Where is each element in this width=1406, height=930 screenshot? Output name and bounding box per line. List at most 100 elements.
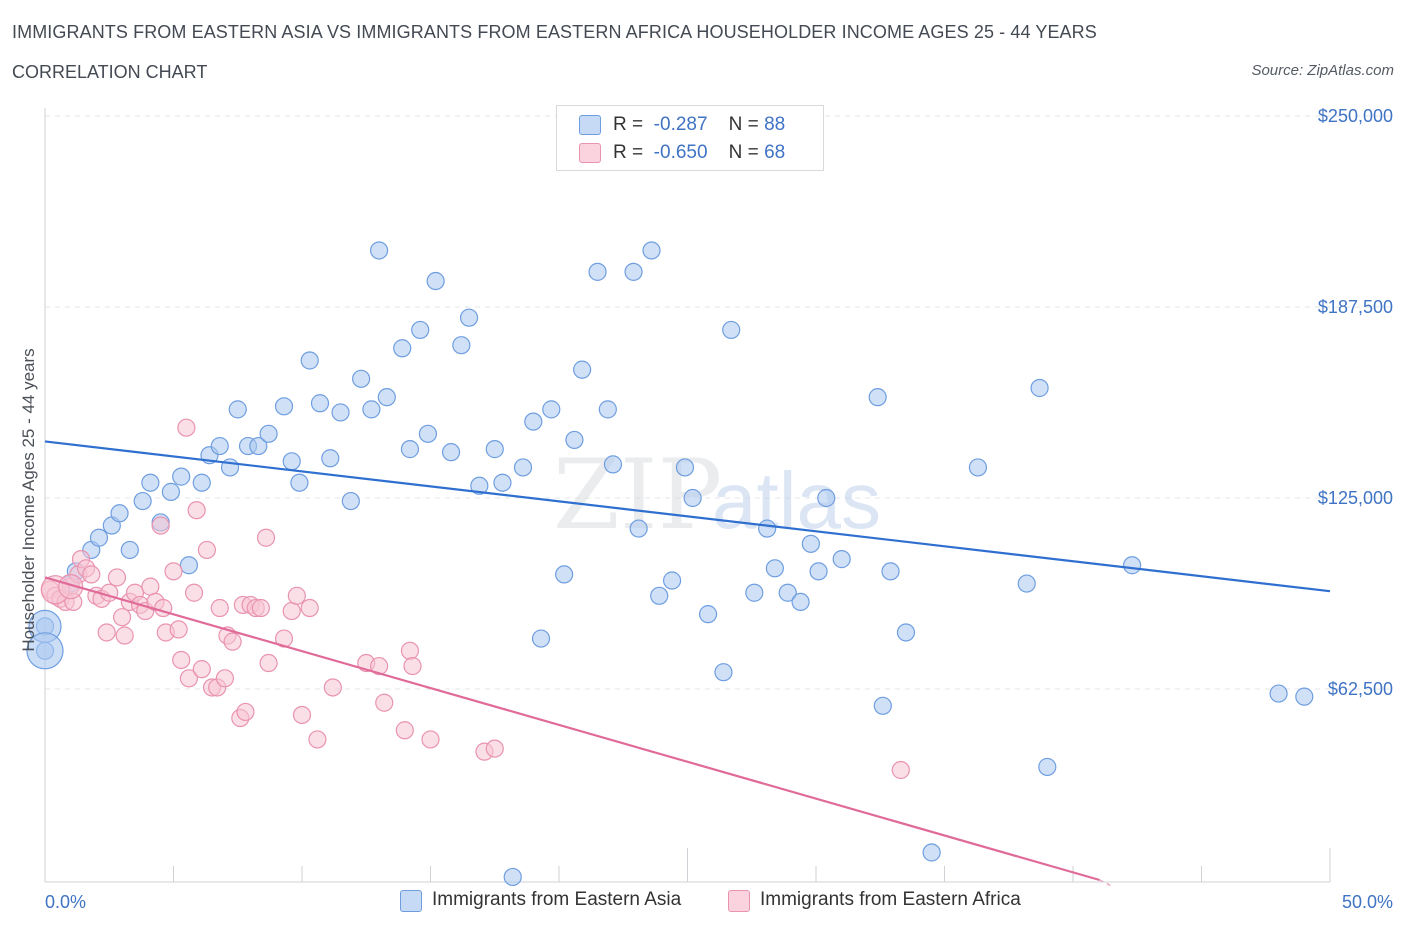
data-point — [555, 565, 574, 584]
data-point — [873, 696, 892, 715]
data-point — [290, 473, 309, 492]
data-point — [274, 397, 294, 416]
data-point — [573, 360, 592, 379]
data-point — [1295, 687, 1314, 706]
data-point — [310, 394, 330, 413]
data-point — [565, 430, 584, 450]
x-tick-label-end: 50.0% — [1342, 892, 1393, 912]
legend-r-label: R = — [613, 114, 644, 135]
source-label: Source: ZipAtlas.com — [1251, 62, 1394, 79]
watermark-atlas: atlas — [712, 456, 881, 545]
data-point — [377, 388, 396, 407]
data-point — [817, 488, 836, 508]
data-point — [172, 650, 191, 670]
data-point — [395, 721, 414, 740]
data-point — [393, 339, 412, 358]
data-point — [133, 491, 152, 511]
data-point — [115, 626, 134, 645]
data-point — [650, 586, 669, 605]
data-point — [603, 455, 623, 474]
x-tick-label-start: 0.0% — [45, 892, 86, 912]
data-point — [282, 452, 301, 471]
data-point — [259, 653, 278, 673]
data-point — [922, 843, 941, 862]
data-point — [321, 449, 340, 468]
data-point — [1269, 684, 1288, 703]
data-point — [282, 601, 301, 621]
data-point — [503, 867, 522, 887]
y-tick-label: $250,000 — [1318, 106, 1393, 126]
axis-labels: $250,000 $187,500 $125,000 $62,500 0.0% 50.0%… — [19, 106, 1393, 912]
bottom-legend-swatch-asia — [400, 890, 422, 912]
y-tick-label: $187,500 — [1318, 297, 1393, 317]
data-point — [426, 271, 445, 291]
trend-lines — [44, 440, 1331, 887]
data-point — [459, 308, 479, 327]
trend-line-eastern-asia — [44, 440, 1331, 593]
data-point — [177, 418, 196, 437]
data-point — [249, 436, 268, 456]
data-point — [403, 656, 422, 676]
data-point — [485, 739, 504, 758]
data-point — [662, 571, 682, 590]
data-point — [722, 320, 741, 340]
data-point — [300, 598, 319, 618]
data-point — [418, 424, 438, 443]
data-point — [251, 598, 270, 618]
data-point — [598, 400, 617, 419]
data-point — [179, 669, 199, 688]
data-point — [588, 262, 607, 281]
data-point-large — [26, 632, 64, 670]
bottom-legend-swatch-africa — [728, 890, 750, 912]
data-point — [758, 519, 777, 538]
data-point — [370, 241, 389, 260]
data-point — [493, 473, 512, 492]
data-point — [141, 577, 160, 596]
y-tick-label: $62,500 — [1328, 679, 1393, 699]
data-point — [89, 528, 109, 547]
data-point — [292, 705, 312, 725]
legend-r-value-asia: -0.287 — [653, 114, 708, 135]
axes — [44, 108, 1331, 883]
data-point — [452, 336, 471, 355]
y-tick-label: $125,000 — [1318, 488, 1393, 508]
trend-line-eastern-africa — [44, 576, 1100, 882]
data-point — [215, 669, 234, 688]
data-point — [352, 369, 371, 388]
legend-swatch-eastern-asia — [579, 115, 601, 135]
data-point — [187, 501, 206, 520]
correlation-legend: R = -0.287 N = 88 R = -0.650 N = 68 — [556, 105, 824, 171]
data-point — [210, 598, 229, 618]
data-point — [1017, 574, 1036, 593]
data-point — [236, 702, 255, 722]
data-point — [531, 629, 551, 648]
data-point — [809, 562, 828, 581]
data-point — [259, 424, 278, 443]
data-point — [868, 388, 887, 407]
legend-r-label: R = — [613, 142, 644, 163]
data-point — [164, 562, 183, 581]
data-point — [362, 400, 381, 419]
data-point — [107, 568, 127, 587]
data-point — [256, 528, 276, 547]
legend-n-value-africa: 68 — [764, 142, 786, 163]
data-point — [698, 605, 718, 624]
data-point — [675, 458, 695, 477]
data-point — [485, 440, 504, 459]
data-point — [1030, 378, 1049, 398]
data-point — [97, 623, 116, 642]
watermark: ZIP atlas — [553, 439, 881, 551]
data-point — [629, 519, 648, 538]
legend-n-label: N = — [728, 114, 759, 135]
data-point — [778, 583, 797, 602]
data-point — [513, 458, 533, 477]
bottom-legend-label-asia: Immigrants from Eastern Asia — [432, 889, 682, 910]
data-point — [470, 476, 489, 495]
data-point — [370, 656, 389, 676]
bottom-legend-label-africa: Immigrants from Eastern Africa — [760, 889, 1021, 910]
data-point — [110, 504, 129, 523]
data-point — [801, 534, 820, 553]
data-point — [791, 592, 810, 612]
data-point — [421, 730, 440, 749]
data-point — [832, 550, 851, 569]
